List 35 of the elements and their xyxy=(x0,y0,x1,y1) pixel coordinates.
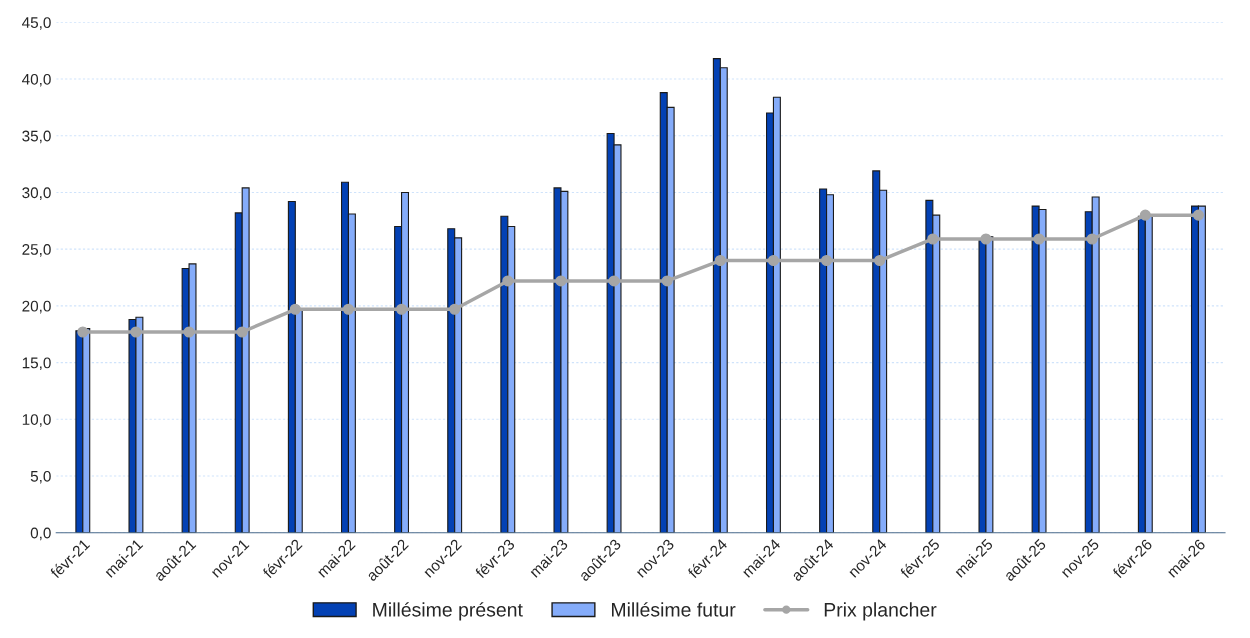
point xyxy=(1033,233,1045,245)
point xyxy=(289,303,301,315)
point xyxy=(555,275,567,287)
point xyxy=(821,254,833,267)
point xyxy=(1086,233,1098,245)
y-tick-label: 30,0 xyxy=(22,187,51,200)
point xyxy=(77,326,89,338)
point xyxy=(342,303,354,315)
y-tick-label: 20,0 xyxy=(22,300,51,314)
y-tick-label: 35,0 xyxy=(22,130,51,144)
y-tick-label: 25,0 xyxy=(22,244,51,257)
point xyxy=(183,326,195,338)
point xyxy=(449,303,461,315)
point xyxy=(714,254,726,267)
y-tick-label: 45,0 xyxy=(22,17,51,30)
point xyxy=(502,275,514,287)
point xyxy=(1192,209,1204,221)
point xyxy=(396,303,408,315)
y-tick-label: 10,0 xyxy=(22,414,51,427)
y-tick-label: 15,0 xyxy=(22,357,51,371)
legend-label: Prix plancher xyxy=(824,602,937,621)
legend-label: Millésime présent xyxy=(373,602,523,621)
y-tick-label: 0,0 xyxy=(30,527,51,541)
point xyxy=(236,326,248,338)
y-tick-label: 5,0 xyxy=(30,470,51,484)
y-tick-label: 40,0 xyxy=(22,73,51,87)
legend-label: Millésime futur xyxy=(612,602,736,617)
point xyxy=(130,326,142,338)
point xyxy=(874,254,886,267)
point xyxy=(767,254,779,267)
point xyxy=(980,233,992,245)
point xyxy=(608,275,620,287)
point xyxy=(661,275,673,287)
point xyxy=(927,233,939,245)
point xyxy=(1139,209,1151,221)
